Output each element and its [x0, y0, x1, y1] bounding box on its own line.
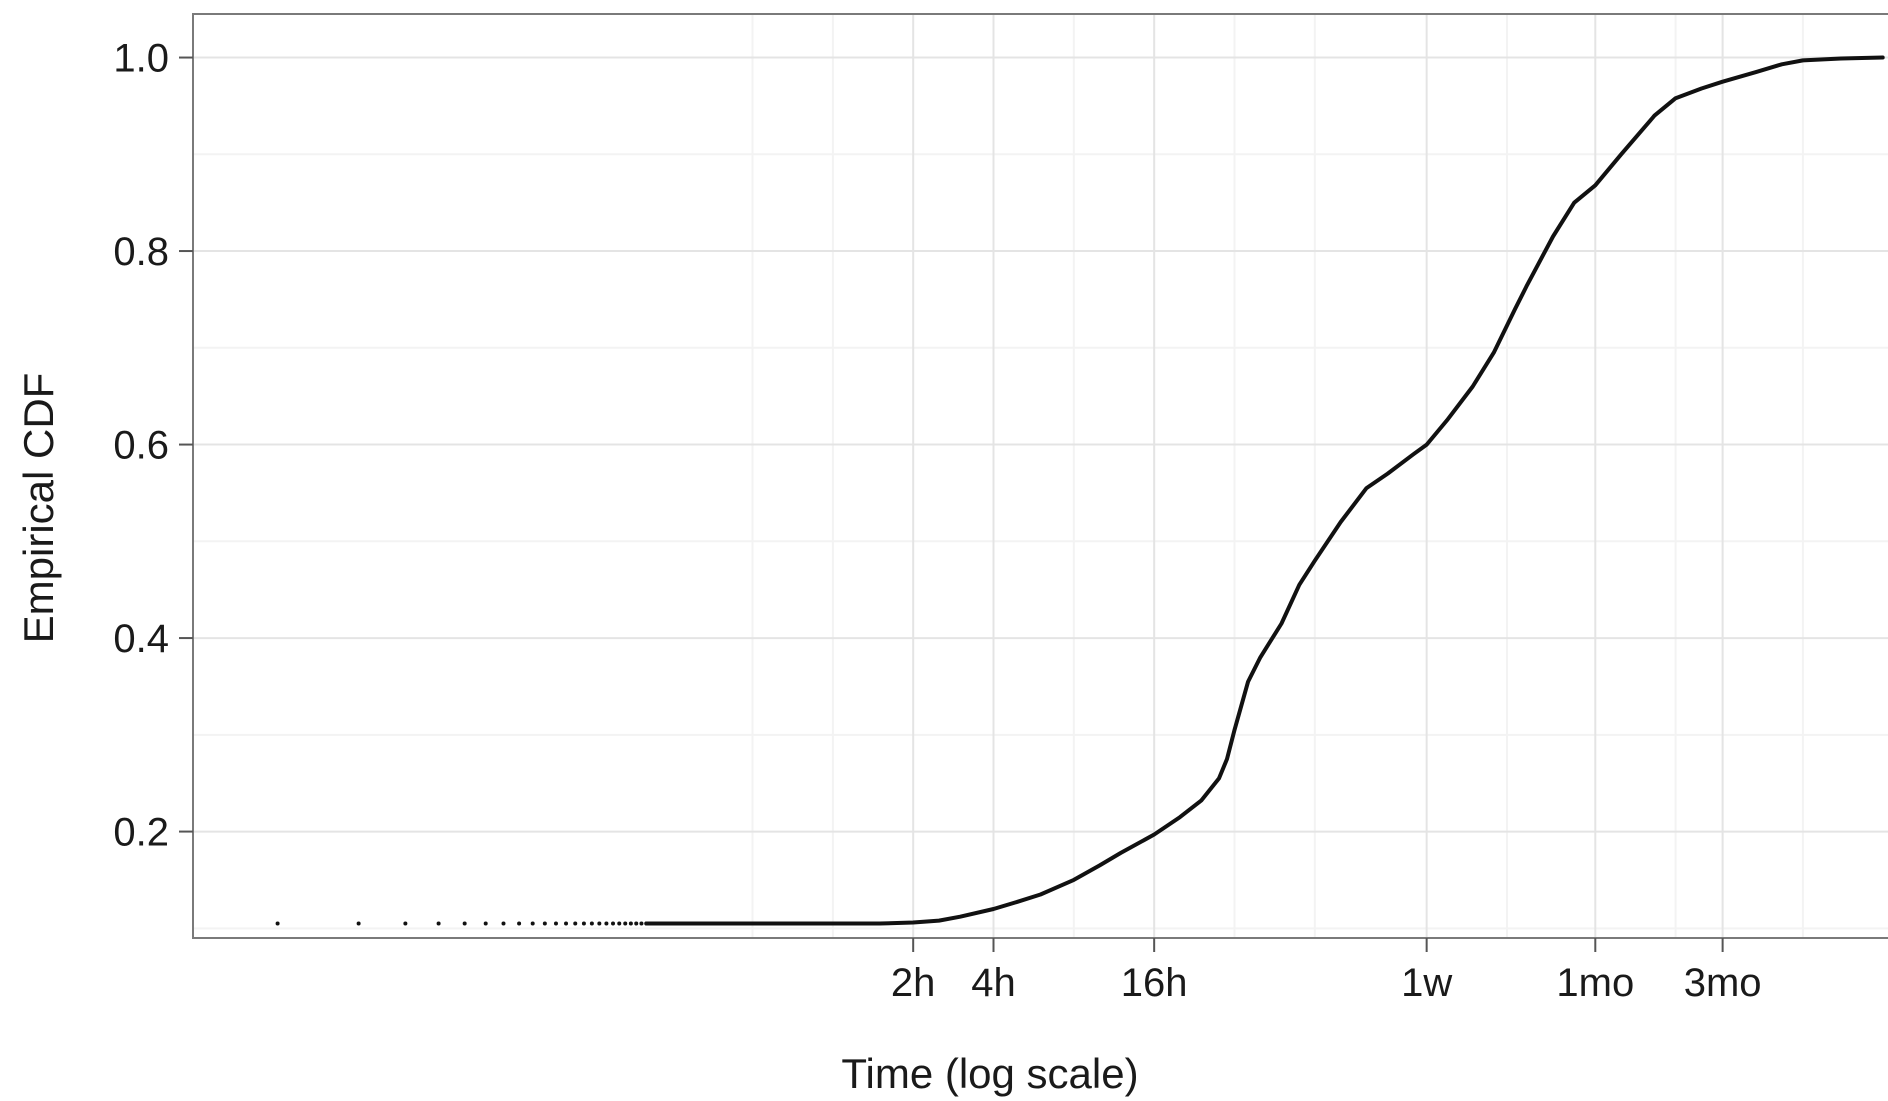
ecdf-dot-6	[501, 921, 506, 926]
ecdf-dot-0	[275, 921, 280, 926]
ecdf-dot-7	[517, 921, 522, 926]
ecdf-dot-8	[530, 921, 535, 926]
tick-labels: 0.2 0.4 0.6 0.8 1.0 2h 4h 16h 1w 1mo 3mo	[113, 37, 1761, 1005]
ecdf-dot-1	[356, 921, 361, 926]
ecdf-dot-9	[542, 921, 547, 926]
y-tick-label-2: 0.6	[113, 424, 169, 468]
ecdf-dot-14	[589, 921, 594, 926]
ecdf-dot-10	[553, 921, 558, 926]
ecdf-dot-15	[597, 921, 602, 926]
y-tick-label-1: 0.4	[113, 617, 169, 661]
y-tick-label-4: 1.0	[113, 37, 169, 81]
ecdf-dot-5	[483, 921, 488, 926]
ecdf-dot-4	[462, 921, 467, 926]
ecdf-dot-21	[634, 921, 639, 926]
ecdf-dot-19	[623, 921, 628, 926]
ecdf-dot-22	[639, 921, 644, 926]
grid-lines	[193, 14, 1888, 938]
ecdf-line	[644, 55, 1885, 926]
x-tick-label-3: 1w	[1401, 961, 1452, 1005]
x-tick-label-4: 1mo	[1556, 961, 1634, 1005]
y-axis-title: Empirical CDF	[15, 373, 62, 644]
ecdf-dot-20	[628, 921, 633, 926]
ecdf-dot-13	[581, 921, 586, 926]
x-tick-label-5: 3mo	[1684, 961, 1762, 1005]
x-tick-label-1: 4h	[971, 961, 1016, 1005]
ecdf-dot-16	[604, 921, 609, 926]
ecdf-dots	[275, 921, 649, 926]
x-axis-title: Time (log scale)	[841, 1050, 1138, 1097]
x-tick-label-2: 16h	[1121, 961, 1188, 1005]
ecdf-dot-12	[573, 921, 578, 926]
y-tick-label-3: 0.8	[113, 230, 169, 274]
ecdf-dot-11	[564, 921, 569, 926]
y-tick-label-0: 0.2	[113, 811, 169, 855]
plot-frame	[192, 13, 1888, 939]
ecdf-dot-3	[436, 921, 441, 926]
x-tick-label-0: 2h	[891, 961, 936, 1005]
ecdf-dot-18	[617, 921, 622, 926]
axis-ticks	[179, 56, 1724, 952]
ecdf-dot-2	[403, 921, 408, 926]
ecdf-dot-17	[611, 921, 616, 926]
